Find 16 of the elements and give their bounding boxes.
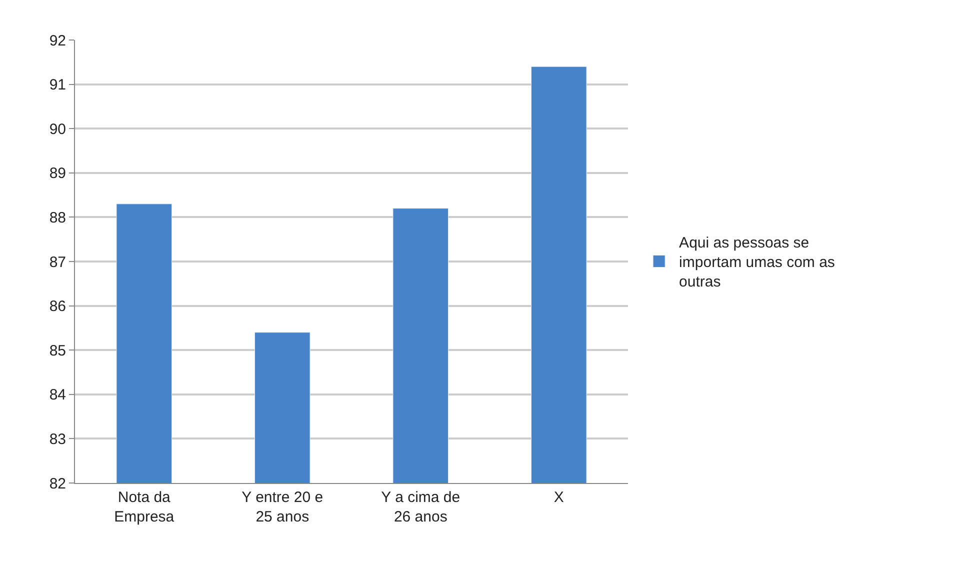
y-tick-label: 85	[49, 342, 66, 360]
x-tick-label: Y entre 20 e 25 anos	[242, 489, 324, 526]
y-tick-label: 83	[49, 430, 66, 448]
y-tick-label: 82	[49, 475, 66, 492]
y-tick-label: 91	[49, 76, 66, 94]
y-tick-label: 86	[49, 298, 66, 316]
y-tick-label: 84	[49, 386, 66, 404]
x-tick-label: X	[554, 489, 564, 506]
legend-label: Aqui as pessoas se importam umas com as outras	[679, 234, 835, 291]
y-tick-label: 89	[49, 165, 66, 182]
y-tick-label: 87	[49, 254, 66, 271]
x-tick-label: Y a cima de 26 anos	[381, 489, 460, 526]
y-tick-label: 88	[49, 209, 66, 226]
y-tick-label: 92	[49, 32, 66, 50]
x-tick-label: Nota da Empresa	[114, 489, 175, 526]
y-tick-label: 90	[49, 120, 66, 138]
